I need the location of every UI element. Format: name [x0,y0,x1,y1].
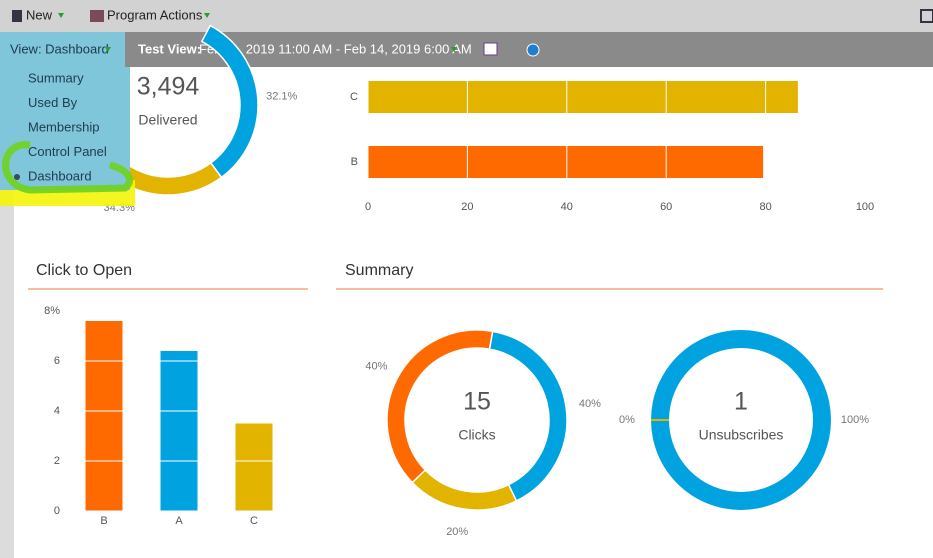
calendar-icon[interactable] [483,42,498,56]
refresh-icon[interactable] [526,43,540,57]
y-tick-label: 8% [44,305,60,317]
menu-item[interactable]: Summary [28,70,84,85]
bar [368,146,764,178]
data-label: 40% [579,398,601,410]
x-tick-label: 80 [759,201,771,213]
menu-item[interactable]: Dashboard [28,168,92,183]
category-label: C [350,91,358,103]
center-text: Unsubscribes [699,427,784,443]
center-value: 1 [734,388,748,416]
new-button[interactable]: New [26,7,53,22]
category-label: B [351,156,358,168]
x-tick-label: 40 [561,201,573,213]
y-tick-label: 2 [54,455,60,467]
center-value: 15 [463,388,491,416]
center-text: Delivered [138,112,197,128]
window-icon [920,9,933,23]
section-title: Summary [345,262,413,279]
dropdown-arrow [105,47,111,52]
menu-item[interactable]: Control Panel [28,144,107,159]
view-tab[interactable] [0,32,125,67]
highlight-green [2,141,133,194]
dropdown-arrow [451,47,457,52]
section-title: Click to Open [36,262,132,279]
dropdown-arrow [204,13,210,18]
data-label: 100% [841,414,869,426]
program-icon [90,10,104,22]
x-tick-label: 100 [856,201,874,213]
x-tick-label: 20 [461,201,473,213]
y-tick-label: 6 [54,355,60,367]
view-label[interactable]: View: Dashboard [10,41,109,56]
new-icon [12,10,22,22]
center-value: 3,494 [137,73,200,101]
x-tick-label: 60 [660,201,672,213]
data-label: 20% [446,526,468,538]
y-tick-label: 0 [54,505,60,517]
x-tick-label: 0 [365,201,371,213]
view-menu-items: Summary Used By Membership Control Panel Das… [14,70,107,183]
data-label: 0% [619,414,635,426]
selected-dot [14,174,20,180]
y-tick-label: 4 [54,405,60,417]
menu-item[interactable]: Membership [28,119,100,134]
donut-segment [386,329,494,484]
menu-item[interactable]: Used By [28,95,78,110]
data-label: 40% [365,360,387,372]
category-label: A [175,515,183,527]
dropdown-arrow [58,13,64,18]
view-bar [0,32,933,67]
bar [85,321,123,511]
category-label: C [250,515,258,527]
toolbar [0,0,933,32]
data-label: 32.1% [266,91,297,103]
bar [368,81,798,113]
program-actions-button[interactable]: Program Actions [107,7,203,22]
test-view-label: Test View: [138,41,201,56]
date-range[interactable]: Feb 11, 2019 11:00 AM - Feb 14, 2019 6:0… [199,41,472,56]
view-menu [0,67,130,190]
bar [160,351,198,511]
center-text: Clicks [458,427,495,443]
category-label: B [100,515,107,527]
bar [235,423,273,511]
